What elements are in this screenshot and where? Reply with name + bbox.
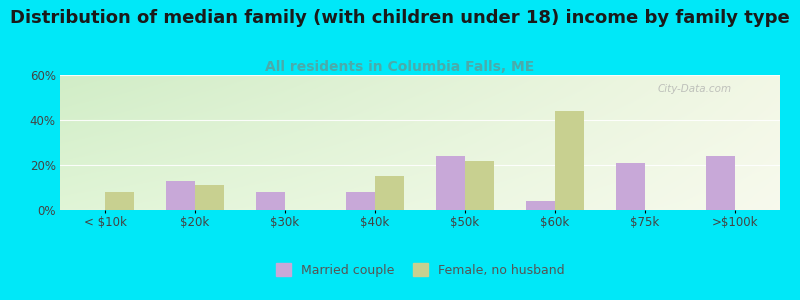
Bar: [166, 181, 195, 210]
Bar: [105, 192, 134, 210]
Text: Distribution of median family (with children under 18) income by family type: Distribution of median family (with chil…: [10, 9, 790, 27]
Bar: [375, 176, 404, 210]
Bar: [526, 201, 555, 210]
Bar: [436, 156, 465, 210]
Bar: [555, 111, 584, 210]
Bar: [465, 160, 494, 210]
Text: All residents in Columbia Falls, ME: All residents in Columbia Falls, ME: [266, 60, 534, 74]
Bar: [346, 192, 375, 210]
Bar: [616, 163, 645, 210]
Legend: Married couple, Female, no husband: Married couple, Female, no husband: [270, 258, 570, 282]
Bar: [706, 156, 735, 210]
Text: City-Data.com: City-Data.com: [658, 84, 732, 94]
Bar: [256, 192, 285, 210]
Bar: [195, 185, 224, 210]
